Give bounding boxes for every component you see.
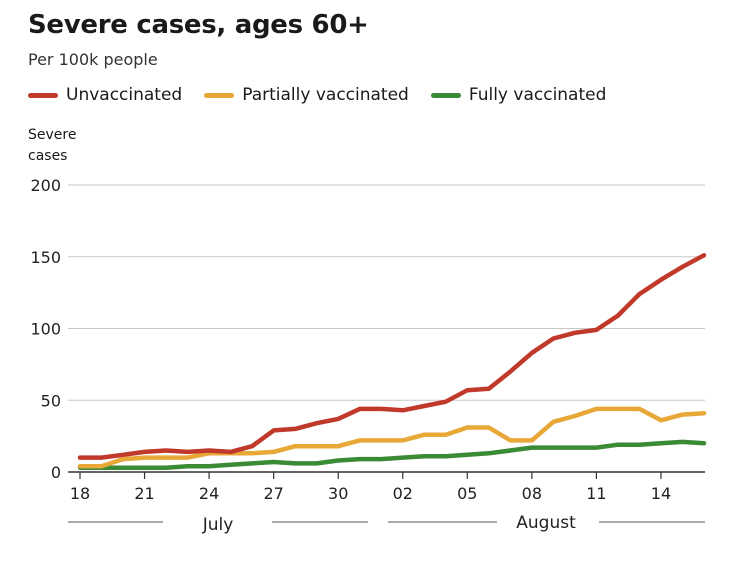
y-tick-label: 150 bbox=[30, 248, 61, 267]
legend-label-partially-vaccinated: Partially vaccinated bbox=[242, 85, 409, 105]
legend-item-fully-vaccinated: Fully vaccinated bbox=[430, 85, 607, 105]
series-line-unvaccinated bbox=[77, 253, 707, 460]
chart-subtitle: Per 100k people bbox=[28, 50, 158, 69]
x-tick-label: 18 bbox=[70, 484, 90, 503]
legend-swatch-fully-vaccinated bbox=[430, 92, 461, 98]
y-tick-label: 0 bbox=[51, 463, 61, 482]
x-tick-label: 21 bbox=[134, 484, 154, 503]
x-tick-label: 05 bbox=[457, 484, 477, 503]
month-label-july: July bbox=[202, 515, 234, 535]
series-line-fully-vaccinated bbox=[77, 439, 707, 470]
y-tick-label: 200 bbox=[30, 176, 61, 195]
y-axis-label: Severe cases bbox=[28, 127, 77, 164]
legend-swatch-unvaccinated bbox=[28, 92, 58, 98]
x-tick-label: 27 bbox=[263, 484, 283, 503]
x-tick-label: 30 bbox=[328, 484, 348, 503]
legend-item-partially-vaccinated: Partially vaccinated bbox=[204, 85, 409, 105]
x-tick-label: 24 bbox=[199, 484, 219, 503]
series-line-partially-vaccinated bbox=[77, 406, 707, 469]
x-tick-label: 02 bbox=[393, 484, 413, 503]
x-tick-label: 08 bbox=[522, 484, 542, 503]
x-tick-label: 11 bbox=[586, 484, 606, 503]
legend-item-unvaccinated: Unvaccinated bbox=[28, 85, 182, 105]
legend-label-fully-vaccinated: Fully vaccinated bbox=[468, 85, 607, 105]
month-label-august: August bbox=[516, 513, 576, 533]
legend-label-unvaccinated: Unvaccinated bbox=[66, 85, 183, 105]
legend: Unvaccinated Partially vaccinated Fully … bbox=[28, 85, 606, 105]
legend-swatch-partially-vaccinated bbox=[204, 92, 235, 98]
y-tick-label: 50 bbox=[41, 391, 61, 410]
chart-title: Severe cases, ages 60+ bbox=[28, 10, 369, 40]
x-tick-label: 14 bbox=[651, 484, 671, 503]
y-tick-label: 100 bbox=[30, 320, 61, 339]
